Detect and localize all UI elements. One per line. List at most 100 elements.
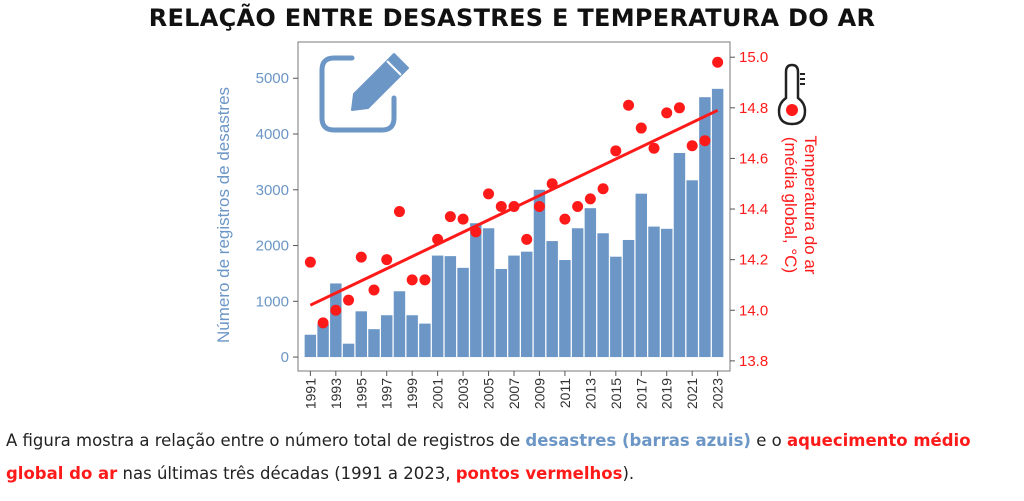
bar-2020: [673, 152, 686, 358]
bar-1995: [355, 311, 367, 358]
temp-point-1994: [343, 294, 355, 306]
x-tick-label: 2017: [633, 378, 649, 409]
temp-point-2008: [521, 233, 533, 245]
temp-point-2010: [546, 178, 558, 190]
caption-highlight-disasters: desastres (barras azuis): [525, 431, 751, 450]
temp-point-2011: [559, 213, 571, 225]
left-tick-label: 0: [281, 349, 289, 366]
temp-point-2021: [686, 140, 698, 152]
x-tick-label: 1995: [353, 378, 369, 409]
caption-highlight-warming: aqueci­mento médio global do ar: [6, 431, 971, 483]
x-tick-label: 1997: [379, 378, 395, 409]
temp-point-2020: [673, 102, 685, 114]
caption-part1: A figura mostra a relação entre o número…: [6, 431, 526, 450]
bar-2015: [610, 256, 622, 358]
temp-point-2004: [470, 226, 482, 238]
temp-point-1992: [317, 317, 329, 329]
right-tick-label: 14.8: [739, 100, 768, 117]
x-tick-label: 2003: [455, 378, 471, 409]
bar-2001: [431, 255, 444, 358]
bar-2011: [559, 260, 571, 358]
x-tick-label: 2007: [506, 378, 522, 409]
x-tick-label: 1999: [404, 378, 420, 409]
bar-2010: [546, 241, 558, 358]
bar-2000: [419, 323, 431, 358]
temp-point-2001: [432, 233, 444, 245]
chart-title: RELAÇÃO ENTRE DESASTRES E TEMPERATURA DO…: [148, 4, 876, 32]
left-tick-label: 5000: [256, 70, 289, 87]
bars-layer: [304, 88, 724, 358]
bar-2017: [635, 193, 647, 358]
temp-point-2017: [635, 122, 647, 134]
x-tick-label: 2019: [659, 378, 675, 409]
bar-2022: [699, 97, 711, 358]
right-axis: 13.8 14.0 14.2 14.4 14.6 14.8 15.0: [730, 49, 768, 370]
caption-part3: nas últimas três décadas (1991 a 2023,: [117, 464, 456, 483]
bar-2014: [597, 233, 609, 358]
caption-part4: ).: [622, 464, 635, 483]
temp-point-2007: [508, 201, 520, 212]
bar-1996: [368, 329, 380, 358]
x-tick-label: 2015: [608, 378, 624, 409]
temp-point-2019: [661, 107, 673, 119]
bar-2008: [521, 251, 533, 358]
bar-2016: [622, 239, 635, 358]
bar-2018: [648, 226, 660, 358]
temp-point-1997: [381, 254, 393, 266]
x-axis: 1991 1993 1995 1997 1999 2001 2003 2005 2007 2009…: [302, 371, 726, 409]
bar-2013: [584, 208, 597, 358]
left-axis-title: Número de registros de desastres: [214, 87, 233, 343]
bar-2009: [533, 189, 546, 358]
x-tick-label: 1993: [328, 378, 344, 409]
points-layer: [304, 56, 724, 329]
chart-canvas: 0 1000 2000 3000 4000 5000 13.8 14.0 14.2 14.4 14…: [214, 41, 820, 409]
bar-1992: [317, 324, 329, 358]
x-tick-label: 2021: [684, 378, 700, 409]
temp-point-2022: [699, 135, 711, 147]
temp-point-2023: [712, 56, 724, 68]
right-tick-label: 14.4: [739, 201, 768, 218]
edit-icon: [319, 53, 409, 133]
left-tick-label: 1000: [256, 293, 289, 310]
temp-point-1993: [330, 304, 342, 316]
caption-part2: e o: [750, 431, 787, 450]
temp-point-1999: [406, 274, 418, 286]
bar-2023: [711, 88, 724, 358]
right-tick-label: 15.0: [739, 49, 768, 66]
temp-point-2014: [597, 183, 609, 195]
caption: A figura mostra a relação entre o número…: [6, 424, 1018, 490]
temp-point-2002: [444, 211, 456, 223]
x-tick-label: 2011: [557, 378, 573, 408]
right-axis-title-line2: (média global, °C): [781, 137, 800, 273]
bar-2007: [508, 255, 520, 358]
x-tick-label: 2001: [430, 378, 446, 409]
bar-2019: [661, 228, 673, 358]
x-tick-label: 2005: [481, 378, 497, 409]
temp-point-2009: [533, 201, 545, 212]
bar-1991: [304, 334, 317, 358]
bar-1993: [330, 283, 342, 358]
bar-2006: [495, 268, 507, 358]
x-tick-label: 2013: [582, 378, 598, 409]
right-tick-label: 14.2: [739, 252, 768, 269]
x-tick-label: 1991: [302, 378, 318, 409]
temp-point-2015: [610, 145, 622, 157]
temp-point-1998: [393, 206, 405, 218]
left-tick-label: 2000: [256, 238, 289, 255]
bar-1994: [342, 343, 355, 358]
temp-point-2012: [572, 201, 584, 212]
temp-point-2013: [584, 193, 596, 205]
temp-point-1991: [304, 256, 316, 268]
left-axis: 0 1000 2000 3000 4000 5000: [256, 70, 298, 366]
bar-2005: [482, 228, 495, 358]
right-tick-label: 14.6: [739, 150, 768, 167]
right-tick-label: 14.0: [739, 302, 768, 319]
temp-point-2006: [495, 201, 507, 212]
caption-highlight-points: pontos vermelhos: [455, 464, 623, 483]
bar-1999: [406, 315, 418, 358]
bar-2002: [444, 256, 457, 358]
thermometer-icon: [777, 63, 807, 126]
bar-2021: [686, 180, 698, 358]
temp-point-1995: [355, 251, 367, 263]
bar-2004: [470, 223, 482, 358]
